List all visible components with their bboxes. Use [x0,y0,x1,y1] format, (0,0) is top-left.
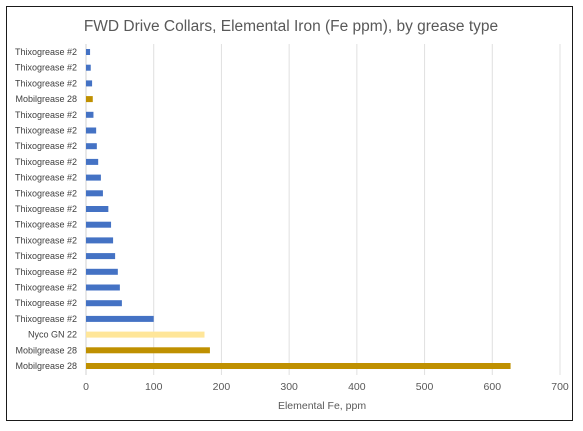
x-axis-label: Elemental Fe, ppm [278,400,366,412]
gridlines [85,44,561,375]
bar [86,363,511,369]
bar [86,284,120,291]
x-tick-label: 600 [484,381,502,393]
bar [86,174,101,181]
category-label: Thixogrease #2 [15,314,77,324]
category-label: Thixogrease #2 [15,141,77,151]
bar [86,49,91,55]
category-label: Mobilgrease 28 [15,361,77,371]
bar [86,253,116,260]
bar [86,111,94,118]
category-label: Thixogrease #2 [15,298,77,308]
category-label: Mobilgrease 28 [15,345,77,355]
chart-title: FWD Drive Collars, Elemental Iron (Fe pp… [84,18,498,35]
bar [86,300,122,307]
category-label: Thixogrease #2 [15,220,77,230]
category-labels: Thixogrease #2 Thixogrease #2 Thixogrease … [15,47,77,371]
bar [86,268,118,275]
bar [86,80,93,87]
category-label: Thixogrease #2 [15,110,77,120]
bar [86,143,97,150]
bar [86,190,103,197]
category-label: Thixogrease #2 [15,63,77,73]
x-tick-label: 400 [348,381,366,393]
x-tick-label: 100 [145,381,163,393]
category-label: Thixogrease #2 [15,251,77,261]
category-label: Thixogrease #2 [15,126,77,136]
bar [86,206,109,212]
category-label: Nyco GN 22 [28,330,77,340]
bar [86,347,210,354]
category-label: Thixogrease #2 [15,78,77,88]
bar [86,158,99,165]
bar [86,315,154,322]
category-label: Thixogrease #2 [15,267,77,277]
category-label: Thixogrease #2 [15,188,77,198]
category-label: Mobilgrease 28 [15,94,77,104]
bar [86,96,93,103]
x-tick-labels: 0 100 200 300 400 500 600 700 [83,381,569,393]
bar [86,237,114,244]
bar [86,221,112,228]
category-label: Thixogrease #2 [15,47,77,57]
category-label: Thixogrease #2 [15,157,77,167]
bar [86,64,91,71]
category-label: Thixogrease #2 [15,235,77,245]
category-label: Thixogrease #2 [15,173,77,183]
category-label: Thixogrease #2 [15,283,77,293]
x-tick-label: 500 [416,381,434,393]
x-tick-label: 300 [280,381,298,393]
bar [86,127,97,134]
bars [86,49,511,369]
bar [86,331,205,338]
x-tick-label: 200 [213,381,231,393]
x-tick-label: 700 [551,381,569,393]
x-tick-label: 0 [83,381,89,393]
category-label: Thixogrease #2 [15,204,77,214]
